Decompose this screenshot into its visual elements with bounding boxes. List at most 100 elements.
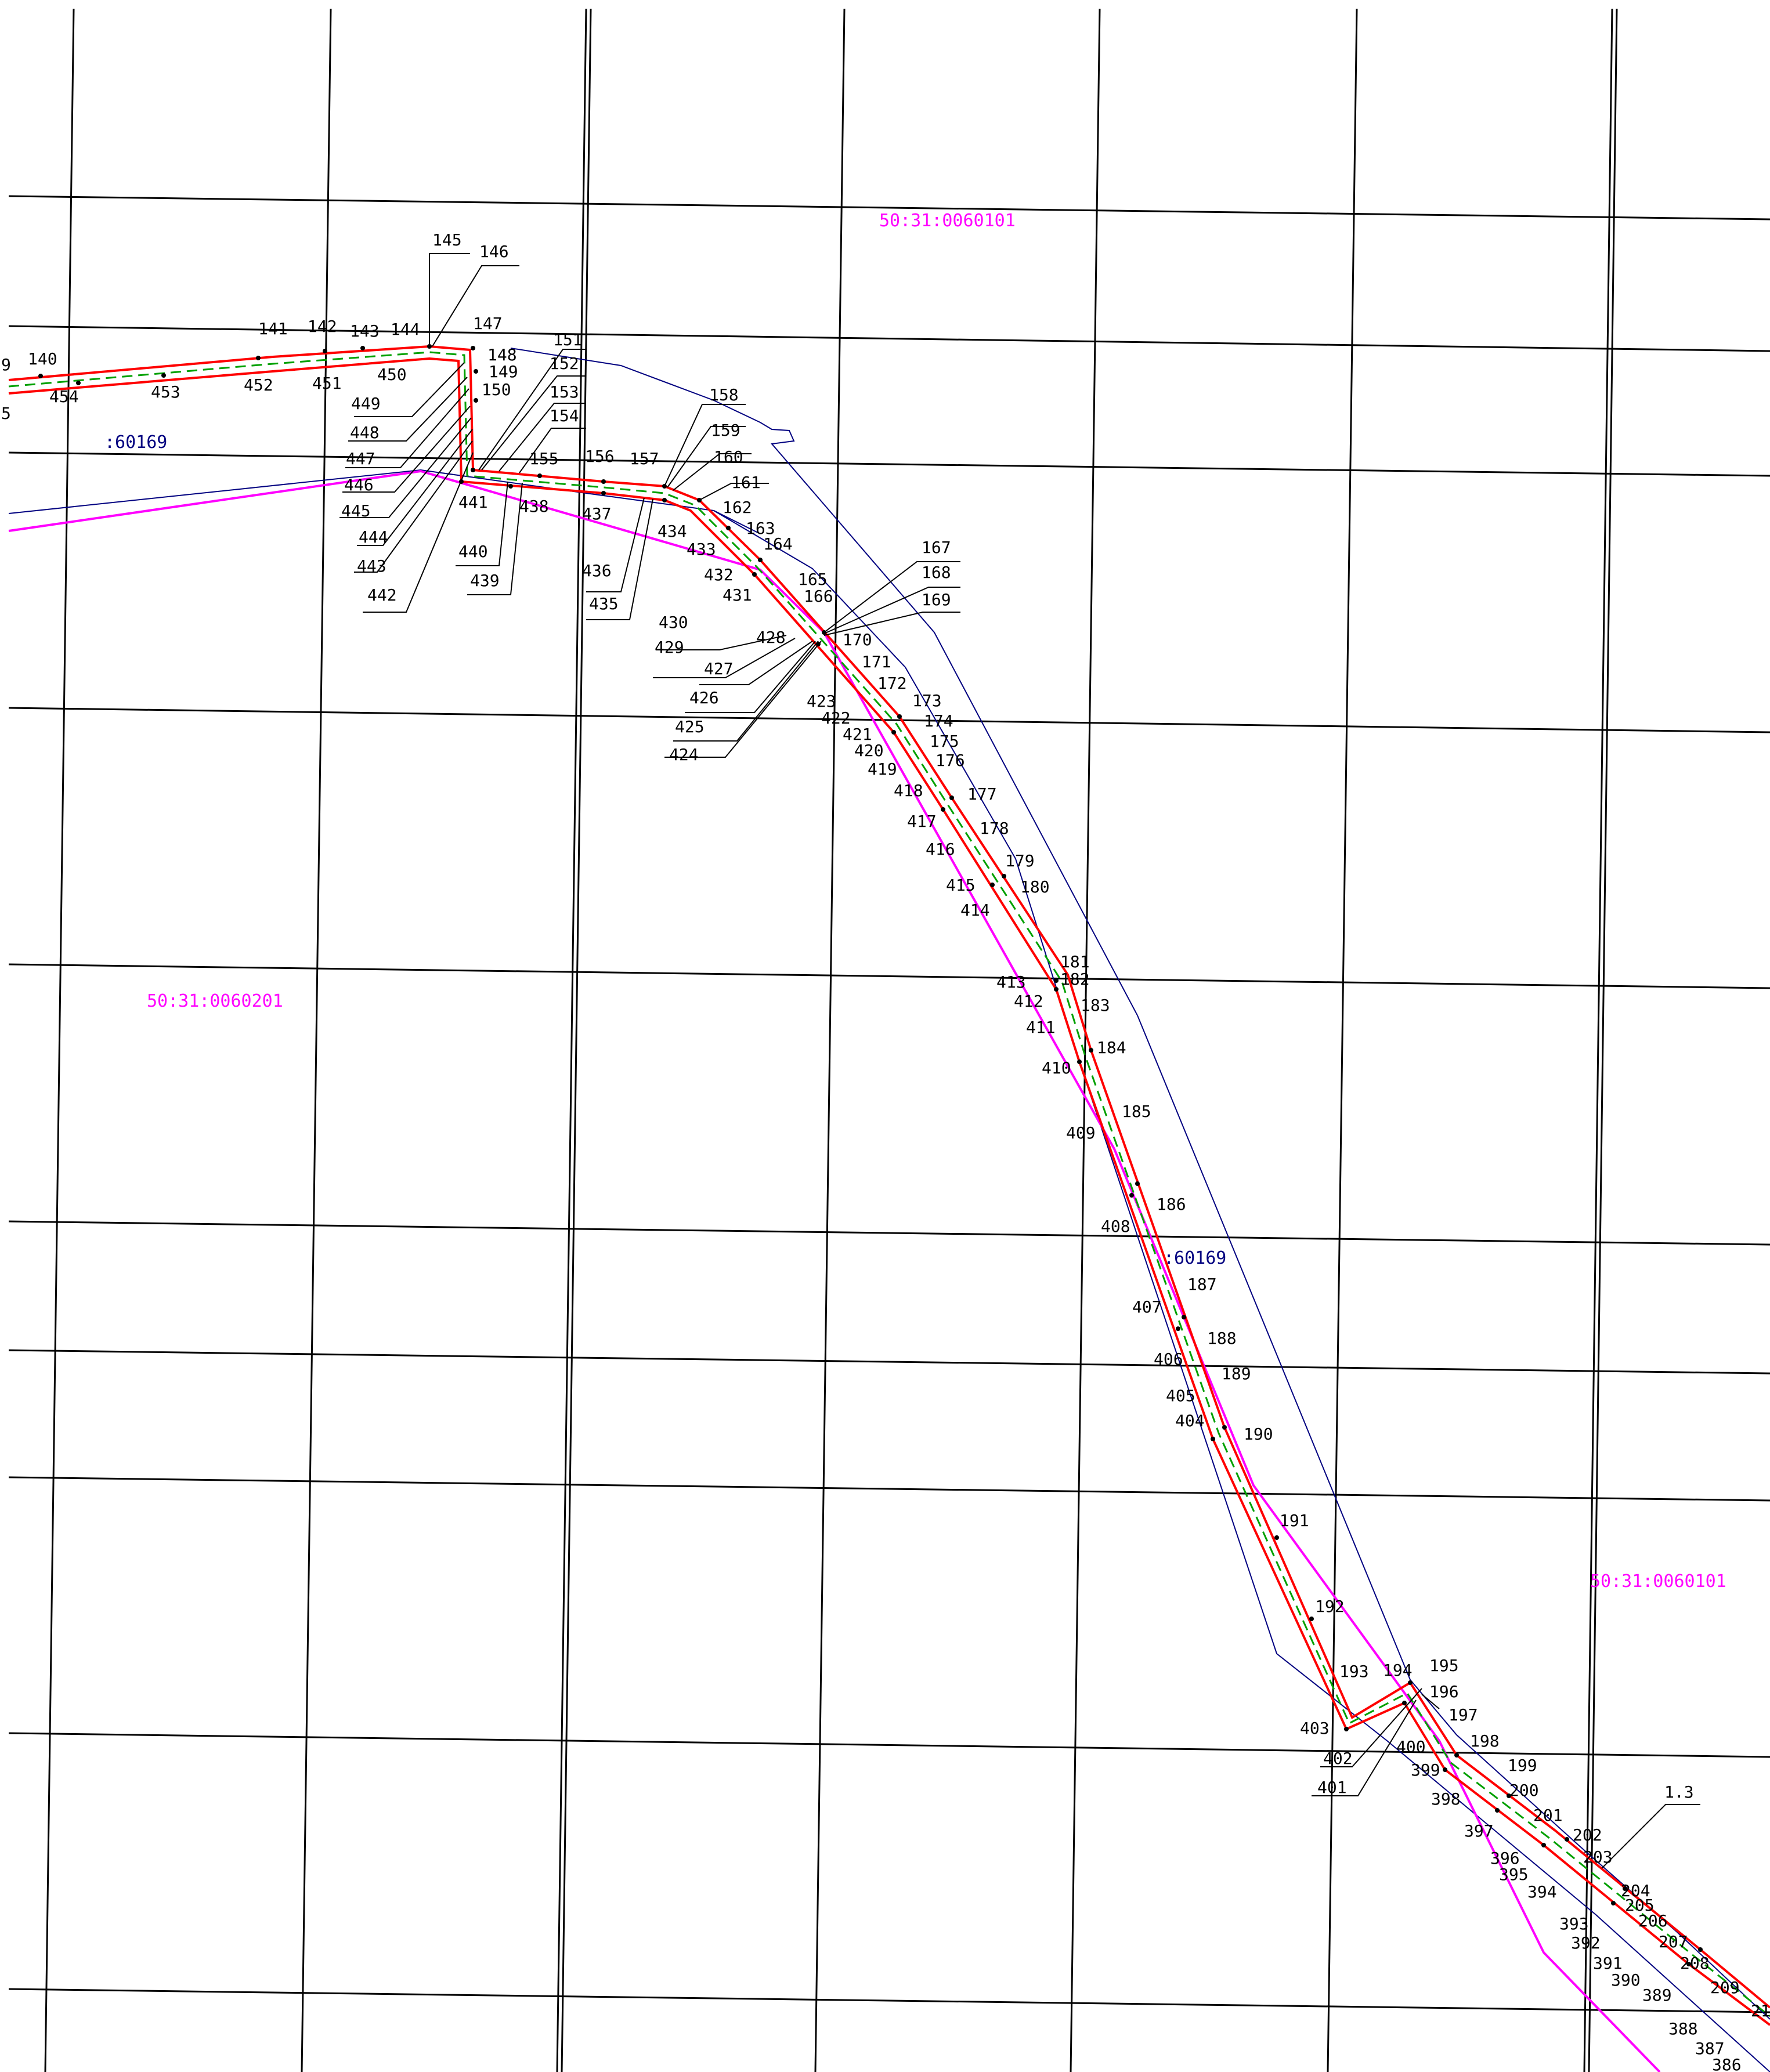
point-label-179: 179 — [1005, 851, 1035, 870]
point-label-159: 159 — [711, 421, 740, 440]
point-label-163: 163 — [746, 519, 775, 538]
parcel-label: :60169 — [104, 432, 167, 453]
point-label-158: 158 — [709, 385, 739, 404]
point-label-418: 418 — [894, 781, 923, 800]
right-of-way — [8, 345, 1770, 2026]
point-label-420: 420 — [854, 741, 884, 760]
point-label-395: 395 — [1499, 1865, 1529, 1884]
point-label-210: 210 — [1751, 2001, 1770, 2020]
point-label-183: 183 — [1081, 996, 1110, 1015]
scale-label: 1.3 — [1664, 1782, 1694, 1802]
point-label-198: 198 — [1470, 1731, 1500, 1751]
quarter-boundary — [8, 469, 1661, 2072]
point-label-403: 403 — [1300, 1719, 1330, 1738]
point-label-146: 146 — [479, 242, 509, 261]
point-label-203: 203 — [1583, 1847, 1613, 1867]
parcel-label: :60169 — [1164, 1248, 1226, 1268]
point-label-398: 398 — [1431, 1789, 1461, 1809]
point-label-173: 173 — [912, 691, 942, 710]
point-label-194: 194 — [1383, 1661, 1413, 1680]
point-label-421: 421 — [843, 725, 872, 744]
point-label-191: 191 — [1280, 1511, 1309, 1530]
point-label-151: 151 — [553, 330, 583, 349]
point-label-168: 168 — [922, 563, 951, 582]
point-label-141: 141 — [258, 319, 288, 338]
point-label-149: 149 — [489, 362, 518, 381]
point-label-156: 156 — [585, 447, 615, 466]
vertex-points — [38, 344, 1703, 1966]
parcel-boundary — [8, 348, 1770, 2072]
point-label-180: 180 — [1020, 877, 1050, 896]
quarter-label: 50:31:0060101 — [879, 211, 1016, 231]
point-label-160: 160 — [714, 447, 743, 467]
point-label-416: 416 — [926, 840, 955, 859]
point-label-408: 408 — [1101, 1217, 1130, 1236]
point-label-412: 412 — [1014, 992, 1043, 1011]
edge-label: 5 — [1, 404, 11, 423]
point-label-453: 453 — [151, 382, 180, 402]
point-label-400: 400 — [1396, 1737, 1426, 1756]
point-label-405: 405 — [1166, 1386, 1195, 1405]
point-label-401: 401 — [1317, 1778, 1347, 1797]
point-label-169: 169 — [922, 590, 951, 609]
point-label-186: 186 — [1157, 1195, 1186, 1214]
point-label-171: 171 — [862, 652, 891, 671]
point-label-407: 407 — [1132, 1297, 1162, 1317]
point-label-195: 195 — [1429, 1656, 1459, 1675]
point-label-188: 188 — [1207, 1329, 1237, 1348]
point-label-447: 447 — [346, 449, 375, 468]
point-label-435: 435 — [589, 594, 619, 613]
point-label-433: 433 — [687, 540, 716, 559]
point-label-176: 176 — [935, 751, 965, 770]
point-label-199: 199 — [1508, 1756, 1537, 1775]
point-label-427: 427 — [704, 659, 734, 678]
point-label-167: 167 — [922, 538, 951, 557]
point-label-162: 162 — [723, 498, 752, 517]
point-label-392: 392 — [1571, 1933, 1601, 1952]
boundary-south — [8, 357, 1770, 2026]
point-label-451: 451 — [312, 374, 342, 393]
point-label-200: 200 — [1509, 1781, 1539, 1800]
point-label-402: 402 — [1323, 1749, 1353, 1768]
point-label-394: 394 — [1527, 1882, 1557, 1901]
point-label-174: 174 — [924, 711, 953, 731]
point-label-399: 399 — [1411, 1760, 1440, 1780]
point-label-144: 144 — [391, 320, 420, 339]
point-label-393: 393 — [1559, 1914, 1589, 1933]
point-label-437: 437 — [582, 504, 612, 523]
point-label-444: 444 — [359, 527, 388, 547]
point-label-442: 442 — [367, 585, 397, 605]
point-label-439: 439 — [470, 571, 500, 590]
point-label-182: 182 — [1060, 970, 1090, 989]
point-label-202: 202 — [1573, 1825, 1602, 1845]
point-label-410: 410 — [1042, 1058, 1071, 1077]
point-label-417: 417 — [907, 812, 937, 831]
point-label-204: 204 — [1621, 1881, 1650, 1900]
leader-lines — [339, 253, 1700, 1869]
point-label-423: 423 — [807, 692, 836, 711]
point-label-430: 430 — [659, 613, 688, 632]
point-label-189: 189 — [1222, 1364, 1251, 1383]
point-label-196: 196 — [1429, 1682, 1459, 1701]
point-label-432: 432 — [704, 565, 734, 584]
point-label-445: 445 — [341, 501, 371, 520]
point-label-164: 164 — [763, 534, 793, 554]
point-label-434: 434 — [658, 522, 687, 541]
point-label-145: 145 — [432, 230, 462, 249]
point-label-178: 178 — [980, 819, 1009, 838]
point-label-446: 446 — [344, 475, 374, 494]
point-label-387: 387 — [1695, 2039, 1725, 2058]
point-label-424: 424 — [669, 745, 699, 764]
point-label-177: 177 — [967, 784, 997, 804]
point-label-165: 165 — [798, 570, 828, 589]
point-label-143: 143 — [350, 321, 380, 341]
point-label-397: 397 — [1464, 1821, 1494, 1840]
parcel-labels: :60169 :60169 — [104, 432, 1226, 1268]
point-label-390: 390 — [1611, 1970, 1641, 1990]
point-label-438: 438 — [519, 497, 549, 516]
point-label-170: 170 — [843, 630, 872, 649]
point-label-147: 147 — [473, 314, 503, 333]
point-label-436: 436 — [582, 561, 612, 580]
quarter-label: 50:31:0060101 — [1590, 1571, 1726, 1592]
